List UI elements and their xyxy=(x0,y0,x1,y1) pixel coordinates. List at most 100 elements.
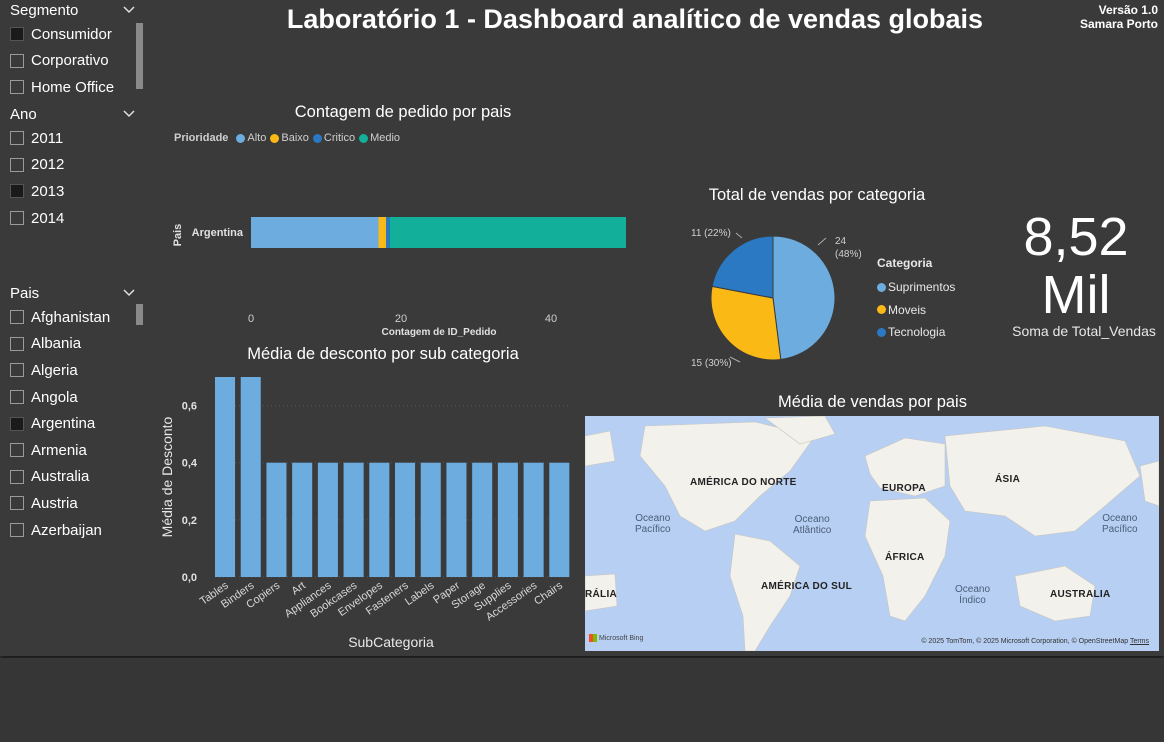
pie-slices xyxy=(710,235,836,361)
slicer-item-albania[interactable]: Albania xyxy=(0,331,145,358)
slicer-item-afghanistan[interactable]: Afghanistan xyxy=(0,304,145,331)
bar-binders[interactable] xyxy=(240,377,261,577)
legend-marker xyxy=(359,133,369,143)
slicer-pais-header[interactable]: Pais xyxy=(0,284,145,304)
legend-item-critico[interactable]: Critico xyxy=(312,132,355,144)
legend-label: Medio xyxy=(370,132,401,144)
pie-legend-item-moveis[interactable]: Moveis xyxy=(877,299,955,322)
map-label-europe: EUROPA xyxy=(882,483,926,494)
slicer-item-algeria[interactable]: Algeria xyxy=(0,357,145,384)
bar-envelopes[interactable] xyxy=(369,462,390,577)
pie-legend: Categoria Suprimentos Moveis Tecnologia xyxy=(877,256,955,344)
slicer-segmento-header[interactable]: Segmento xyxy=(0,1,145,21)
slicer-pais-title: Pais xyxy=(10,285,40,302)
slicer-item-angola[interactable]: Angola xyxy=(0,384,145,411)
bar-paper[interactable] xyxy=(446,462,467,577)
slicer-item-2011[interactable]: 2011 xyxy=(0,125,145,152)
slicer-item-australia[interactable]: Australia xyxy=(0,464,145,491)
ocean-name: Oceano xyxy=(955,584,991,595)
terms-link[interactable]: Terms xyxy=(1129,638,1149,645)
pie-legend-item-suprimentos[interactable]: Suprimentos xyxy=(877,276,955,299)
legend-item-baixo[interactable]: Baixo xyxy=(270,132,309,144)
bar-segment-medio[interactable] xyxy=(389,217,626,248)
legend-marker xyxy=(877,282,886,292)
discount-chart-title: Média de desconto por sub categoria xyxy=(247,345,519,363)
slicer-item-argentina[interactable]: Argentina xyxy=(0,410,145,437)
slicer-item-azerbaijan[interactable]: Azerbaijan xyxy=(0,517,145,544)
bing-label: Microsoft Bing xyxy=(599,634,644,642)
chevron-down-icon[interactable] xyxy=(123,109,135,119)
slicer-item-2012[interactable]: 2012 xyxy=(0,152,145,179)
slicer-item-home-office[interactable]: Home Office xyxy=(0,74,145,101)
slicer-segmento[interactable]: Segmento Consumidor Corporativo Home Off… xyxy=(0,1,145,101)
legend-title: Prioridade xyxy=(174,132,229,144)
scrollbar[interactable] xyxy=(136,23,143,89)
slicer-ano-header[interactable]: Ano xyxy=(0,105,145,125)
map-label-atlantic: Oceano Atlântico xyxy=(793,514,831,536)
bar-segment-critico[interactable] xyxy=(386,217,390,248)
version-label: Versão 1.0 xyxy=(1098,3,1158,17)
map-label-asia: ÁSIA xyxy=(995,474,1021,485)
checkbox[interactable] xyxy=(10,336,24,351)
map-label-pacific-left: Oceano Pacífico xyxy=(635,513,671,535)
checkbox[interactable] xyxy=(10,80,24,95)
bar-segment-baixo[interactable] xyxy=(378,217,387,248)
pie-slice-tecnologia[interactable] xyxy=(711,235,774,299)
checkbox[interactable] xyxy=(10,390,24,405)
kpi-value-number: 8,52 xyxy=(1023,207,1129,267)
bar-art[interactable] xyxy=(292,462,313,577)
pie-slice-moveis[interactable] xyxy=(710,285,782,361)
slicer-item-label: Argentina xyxy=(31,415,96,433)
bar-tables[interactable] xyxy=(215,377,236,577)
slicer-item-consumidor[interactable]: Consumidor xyxy=(0,21,145,48)
bar-segment-alto[interactable] xyxy=(251,217,379,248)
slicer-ano[interactable]: Ano 2011 2012 2013 2014 xyxy=(0,105,145,231)
legend-item-alto[interactable]: Alto xyxy=(236,132,266,144)
slicer-pais[interactable]: Pais Afghanistan Albania Algeria Angola … xyxy=(0,284,145,543)
data-label-tecnologia: 11 (22%) xyxy=(691,228,731,239)
slicer-item-label: 2014 xyxy=(31,209,65,227)
checkbox[interactable] xyxy=(10,523,24,538)
bar-copiers[interactable] xyxy=(266,462,287,577)
bar-supplies[interactable] xyxy=(497,462,518,577)
scrollbar[interactable] xyxy=(136,304,143,325)
checkbox[interactable] xyxy=(10,363,24,378)
slicer-item-armenia[interactable]: Armenia xyxy=(0,437,145,464)
orders-chart: Pais Argentina 0 20 40 Contagem de ID_Pe… xyxy=(172,217,626,338)
bar-storage[interactable] xyxy=(472,462,493,577)
checkbox[interactable] xyxy=(10,416,24,431)
checkbox[interactable] xyxy=(10,310,24,325)
bar-bookcases[interactable] xyxy=(343,462,364,577)
bar-chairs[interactable] xyxy=(549,462,570,577)
bar-appliances[interactable] xyxy=(317,462,338,577)
legend-marker xyxy=(270,133,280,143)
checkbox[interactable] xyxy=(10,211,24,226)
pie-legend-item-tecnologia[interactable]: Tecnologia xyxy=(877,321,955,344)
category-label-argentina: Argentina xyxy=(192,227,244,239)
x-axis-label: Contagem de ID_Pedido xyxy=(381,327,496,338)
checkbox[interactable] xyxy=(10,53,24,68)
checkbox[interactable] xyxy=(10,27,24,42)
checkbox[interactable] xyxy=(10,184,24,199)
checkbox[interactable] xyxy=(10,443,24,458)
checkbox[interactable] xyxy=(10,469,24,484)
bar-accessories[interactable] xyxy=(523,462,544,577)
map-visual[interactable]: AMÉRICA DO NORTE EUROPA ÁSIA ÁFRICA AMÉR… xyxy=(585,416,1159,651)
bar-labels[interactable] xyxy=(420,462,441,577)
pie-chart-title: Total de vendas por categoria xyxy=(708,186,926,204)
chevron-down-icon[interactable] xyxy=(123,5,135,15)
slicer-item-austria[interactable]: Austria xyxy=(0,490,145,517)
chevron-down-icon[interactable] xyxy=(123,288,135,298)
slicer-item-corporativo[interactable]: Corporativo xyxy=(0,48,145,75)
bar-fasteners[interactable] xyxy=(395,462,416,577)
slicer-item-2014[interactable]: 2014 xyxy=(0,205,145,232)
checkbox[interactable] xyxy=(10,496,24,511)
y-tick-label: 0,0 xyxy=(182,572,197,584)
pie-chart: 24 (48%) 15 (30%) 11 (22%) xyxy=(691,228,862,369)
slicer-item-2013[interactable]: 2013 xyxy=(0,178,145,205)
pie-slice-suprimentos[interactable] xyxy=(772,235,836,361)
legend-item-medio[interactable]: Medio xyxy=(359,132,400,144)
y-axis-label: Pais xyxy=(172,224,184,247)
checkbox[interactable] xyxy=(10,157,24,172)
checkbox[interactable] xyxy=(10,131,24,146)
